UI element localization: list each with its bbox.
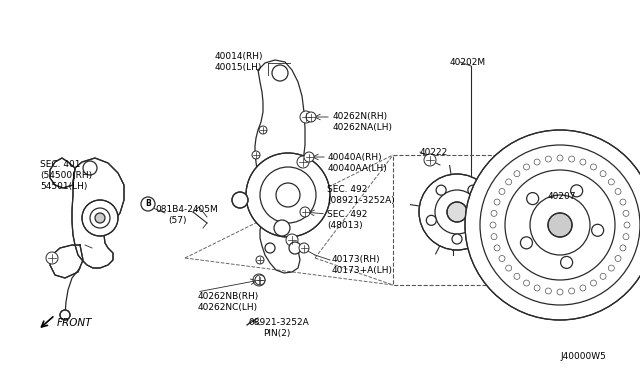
Text: 081B4-2405M: 081B4-2405M [155, 205, 218, 214]
Circle shape [286, 234, 298, 246]
Text: 40173+A(LH): 40173+A(LH) [332, 266, 393, 275]
Text: 08921-3252A: 08921-3252A [248, 318, 308, 327]
Circle shape [299, 243, 309, 253]
Circle shape [300, 207, 310, 217]
Circle shape [83, 161, 97, 175]
Text: 40262NA(LH): 40262NA(LH) [333, 123, 393, 132]
Circle shape [561, 256, 573, 269]
Circle shape [436, 185, 446, 195]
Circle shape [60, 310, 70, 320]
Circle shape [426, 215, 436, 225]
Circle shape [548, 213, 572, 237]
Circle shape [306, 112, 316, 122]
Circle shape [246, 153, 330, 237]
Text: (48013): (48013) [327, 221, 363, 230]
Circle shape [300, 111, 312, 123]
Circle shape [232, 192, 248, 208]
Circle shape [468, 185, 478, 195]
Text: 40262NB(RH): 40262NB(RH) [198, 292, 259, 301]
Circle shape [591, 224, 604, 236]
Circle shape [520, 237, 532, 249]
Polygon shape [72, 158, 124, 268]
Polygon shape [50, 245, 83, 278]
Text: 40207: 40207 [548, 192, 577, 201]
Text: SEC. 492: SEC. 492 [327, 210, 367, 219]
Circle shape [252, 151, 260, 159]
Circle shape [447, 202, 467, 222]
Text: (08921-3252A): (08921-3252A) [327, 196, 395, 205]
Circle shape [46, 252, 58, 264]
Circle shape [95, 213, 105, 223]
Text: 40173(RH): 40173(RH) [332, 255, 381, 264]
Text: B: B [145, 199, 151, 208]
Text: 40262N(RH): 40262N(RH) [333, 112, 388, 121]
Text: 40222: 40222 [420, 148, 448, 157]
Circle shape [527, 193, 539, 205]
Polygon shape [255, 60, 305, 273]
Circle shape [424, 154, 436, 166]
Text: 40040A(RH): 40040A(RH) [328, 153, 383, 162]
Circle shape [571, 185, 582, 197]
Circle shape [253, 274, 265, 286]
Text: 40014(RH): 40014(RH) [215, 52, 264, 61]
Circle shape [274, 220, 290, 236]
Circle shape [289, 242, 301, 254]
Text: 40015(LH): 40015(LH) [215, 63, 262, 72]
Circle shape [477, 215, 488, 225]
Polygon shape [50, 158, 75, 188]
Circle shape [419, 174, 495, 250]
Text: FRONT: FRONT [57, 318, 93, 328]
Circle shape [259, 126, 267, 134]
Circle shape [452, 234, 462, 244]
Circle shape [265, 243, 275, 253]
Text: 54501(LH): 54501(LH) [40, 182, 88, 191]
Circle shape [255, 275, 265, 285]
Circle shape [304, 152, 314, 162]
Circle shape [141, 197, 155, 211]
Text: (57): (57) [168, 216, 186, 225]
Circle shape [82, 200, 118, 236]
Text: 40202M: 40202M [450, 58, 486, 67]
Text: (54500(RH): (54500(RH) [40, 171, 92, 180]
Circle shape [256, 256, 264, 264]
Text: J40000W5: J40000W5 [560, 352, 606, 361]
Text: 40262NC(LH): 40262NC(LH) [198, 303, 258, 312]
Circle shape [465, 130, 640, 320]
Bar [393, 155, 510, 285]
Text: SEC. 492: SEC. 492 [327, 185, 367, 194]
Text: SEC. 401: SEC. 401 [40, 160, 81, 169]
Circle shape [297, 156, 309, 168]
Text: 40040AA(LH): 40040AA(LH) [328, 164, 388, 173]
Circle shape [272, 65, 288, 81]
Text: PIN(2): PIN(2) [263, 329, 291, 338]
